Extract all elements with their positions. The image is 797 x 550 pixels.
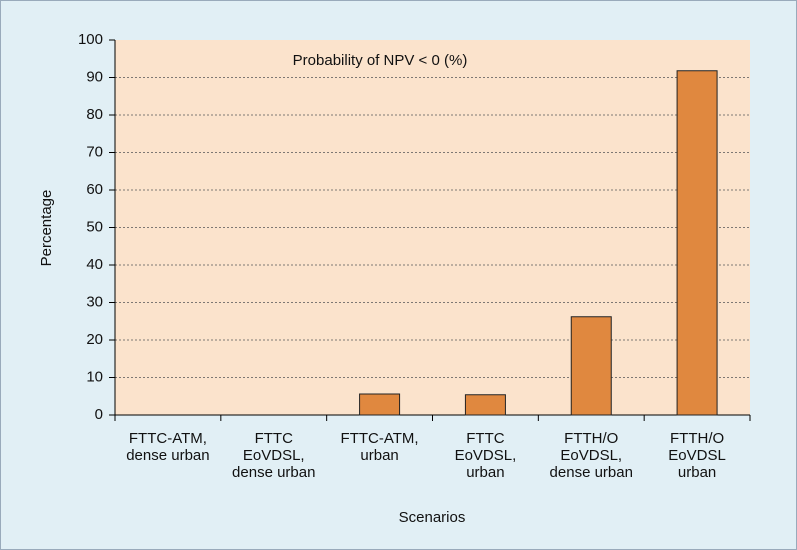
x-tick-label: EoVDSL, bbox=[243, 447, 305, 464]
x-tick-label: EoVDSL bbox=[668, 447, 726, 464]
x-tick-label: dense urban bbox=[126, 447, 209, 464]
y-tick-label: 100 bbox=[78, 31, 103, 48]
y-tick-label: 30 bbox=[86, 293, 103, 310]
y-axis-label: Percentage bbox=[38, 190, 55, 267]
x-tick-label: dense urban bbox=[550, 464, 633, 481]
y-tick-label: 70 bbox=[86, 143, 103, 160]
bar bbox=[676, 70, 718, 416]
x-tick-label: EoVDSL, bbox=[455, 447, 517, 464]
x-tick-label: urban bbox=[466, 464, 504, 481]
x-tick-label: urban bbox=[678, 464, 716, 481]
y-tick-label: 0 bbox=[95, 406, 103, 423]
x-tick-label: FTTC bbox=[466, 430, 504, 447]
y-tick-label: 90 bbox=[86, 68, 103, 85]
y-tick-label: 40 bbox=[86, 256, 103, 273]
bar bbox=[570, 316, 612, 416]
y-tick-label: 80 bbox=[86, 106, 103, 123]
x-tick-label: EoVDSL, bbox=[560, 447, 622, 464]
y-tick-label: 10 bbox=[86, 368, 103, 385]
x-tick-label: FTTH/O bbox=[564, 430, 618, 447]
x-tick-label: dense urban bbox=[232, 464, 315, 481]
y-tick-label: 50 bbox=[86, 218, 103, 235]
y-tick-label: 60 bbox=[86, 181, 103, 198]
x-axis-label: Scenarios bbox=[399, 509, 466, 526]
x-tick-label: FTTH/O bbox=[670, 430, 724, 447]
x-tick-label: FTTC bbox=[255, 430, 293, 447]
bar bbox=[359, 393, 401, 416]
bar bbox=[464, 394, 506, 416]
x-tick-label: FTTC-ATM, bbox=[341, 430, 419, 447]
y-tick-label: 20 bbox=[86, 331, 103, 348]
x-tick-label: urban bbox=[360, 447, 398, 464]
x-tick-label: FTTC-ATM, bbox=[129, 430, 207, 447]
annotation: Probability of NPV < 0 (%) bbox=[293, 52, 468, 69]
